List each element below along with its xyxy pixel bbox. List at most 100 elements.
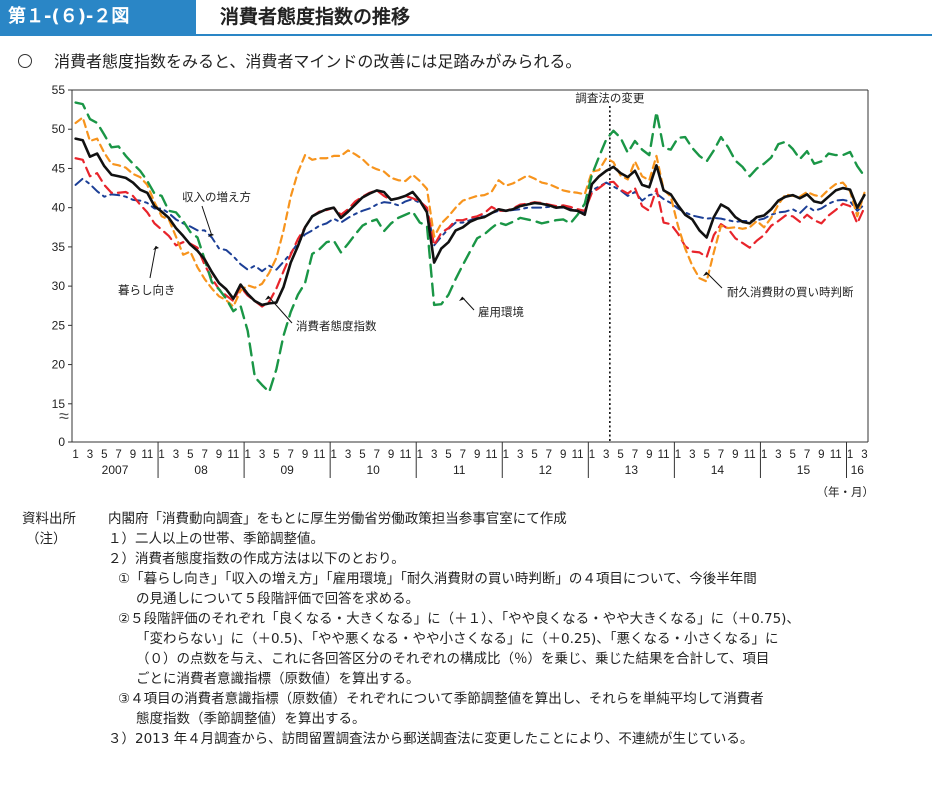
y-tick-label: 50	[52, 122, 66, 136]
note-2: ２）消費者態度指数の作成方法は以下のとおり。	[108, 551, 405, 567]
month-tick-label: 9	[818, 449, 824, 461]
year-label: 15	[797, 463, 811, 477]
month-tick-label: 5	[617, 449, 623, 461]
month-tick-label: 1	[158, 449, 164, 461]
figure-title: 消費者態度指数の推移	[220, 6, 411, 28]
month-tick-label: 5	[187, 449, 193, 461]
y-tick-label: 25	[52, 318, 66, 332]
y-tick-label: 45	[52, 161, 66, 175]
month-tick-label: 9	[560, 449, 566, 461]
year-label: 12	[539, 463, 553, 477]
month-tick-label: 9	[130, 449, 136, 461]
annotation-composite: 消費者態度指数	[296, 319, 377, 333]
month-tick-label: 11	[399, 449, 411, 461]
month-tick-label: 1	[72, 449, 78, 461]
month-tick-label: 9	[732, 449, 738, 461]
month-tick-label: 5	[273, 449, 279, 461]
month-tick-label: 1	[675, 449, 681, 461]
month-tick-label: 1	[761, 449, 767, 461]
series-line-living	[74, 157, 866, 308]
year-label: 09	[280, 463, 294, 477]
note-label: （注）	[26, 531, 67, 547]
month-tick-label: 1	[417, 449, 423, 461]
y-tick-label: 0	[58, 435, 65, 449]
month-tick-label: 5	[359, 449, 365, 461]
month-tick-label: 11	[658, 449, 670, 461]
month-tick-label: 7	[201, 449, 207, 461]
y-tick-label: 40	[52, 201, 66, 215]
month-tick-label: 1	[244, 449, 250, 461]
month-tick-label: 3	[861, 449, 867, 461]
source-text: 内閣府「消費動向調査」をもとに厚生労働省労働政策担当参事官室にて作成	[108, 511, 567, 527]
survey-change-label: 調査法の変更	[575, 91, 644, 105]
note-2-2c: （０）の点数を与え、これに各回答区分のそれぞれの構成比（％）を乗じ、乗じた結果を…	[136, 651, 770, 667]
month-tick-label: 5	[101, 449, 107, 461]
month-tick-label: 9	[302, 449, 308, 461]
year-label: 16	[851, 463, 865, 477]
month-tick-label: 3	[259, 449, 265, 461]
month-tick-label: 11	[141, 449, 153, 461]
annotation-employment-arrowhead	[459, 297, 465, 301]
month-tick-label: 3	[87, 449, 93, 461]
note-2-2b: 「変わらない」に（＋0.5)、「やや悪くなる・やや小さくなる」に（＋0.25)、…	[136, 631, 779, 647]
source-label: 資料出所	[22, 511, 76, 527]
circle-bullet-icon	[18, 54, 32, 68]
annotation-income-arrowhead	[208, 233, 214, 237]
year-label: 2007	[102, 463, 129, 477]
month-tick-label: 7	[718, 449, 724, 461]
figure-header: 第１-(６)-２図 消費者態度指数の推移	[0, 0, 932, 36]
month-tick-label: 9	[388, 449, 394, 461]
month-tick-label: 5	[531, 449, 537, 461]
note-2-2d: ごとに消費者意識指標（原数値）を算出する。	[136, 671, 420, 687]
series-line-income	[74, 177, 866, 273]
annotation-living-arrowhead	[153, 246, 159, 250]
y-tick-label: 30	[52, 279, 66, 293]
month-tick-label: 11	[227, 449, 239, 461]
x-unit-label: （年・月）	[817, 485, 875, 499]
figure-number: 第１-(６)-２図	[0, 0, 196, 34]
note-2-1a: ①「暮らし向き」「収入の増え方」「雇用環境」「耐久消費財の買い時判断」の４項目に…	[118, 571, 757, 587]
summary-line: 消費者態度指数をみると、消費者マインドの改善には足踏みがみられる。	[18, 48, 581, 72]
note-2-2a: ②５段階評価のそれぞれ「良くなる・大きくなる」に（＋１）、「やや良くなる・やや大…	[118, 611, 800, 627]
annotation-income-leader	[201, 205, 212, 234]
month-tick-label: 7	[632, 449, 638, 461]
year-label: 14	[711, 463, 725, 477]
series-line-composite	[74, 137, 866, 307]
month-tick-label: 9	[216, 449, 222, 461]
series-line-durables	[74, 116, 866, 308]
month-tick-label: 7	[804, 449, 810, 461]
annotation-composite-leader	[267, 295, 293, 324]
month-tick-label: 7	[460, 449, 466, 461]
annotation-income: 収入の増え方	[182, 190, 251, 204]
month-tick-label: 11	[744, 449, 756, 461]
y-tick-label: 15	[52, 397, 66, 411]
series-line-employment	[74, 101, 866, 394]
note-2-1b: の見通しについて５段階評価で回答を求める。	[136, 591, 420, 607]
month-tick-label: 7	[288, 449, 294, 461]
month-tick-label: 11	[313, 449, 325, 461]
axis-break-symbol: ≈	[59, 406, 69, 426]
month-tick-label: 5	[703, 449, 709, 461]
note-2-3b: 態度指数（季節調整値）を算出する。	[136, 711, 366, 727]
month-tick-label: 1	[503, 449, 509, 461]
annotation-employment: 雇用環境	[478, 305, 524, 319]
year-label: 13	[625, 463, 639, 477]
month-tick-label: 3	[431, 449, 437, 461]
month-tick-label: 11	[572, 449, 584, 461]
month-tick-label: 7	[374, 449, 380, 461]
month-tick-label: 7	[115, 449, 121, 461]
y-tick-label: 55	[52, 83, 66, 97]
month-tick-label: 3	[345, 449, 351, 461]
year-label: 08	[194, 463, 208, 477]
y-tick-label: 35	[52, 240, 66, 254]
month-tick-label: 11	[830, 449, 842, 461]
month-tick-label: 11	[486, 449, 498, 461]
month-tick-label: 7	[546, 449, 552, 461]
month-tick-label: 5	[789, 449, 795, 461]
annotation-durables-arrowhead	[703, 272, 709, 276]
month-tick-label: 1	[847, 449, 853, 461]
annotation-durables-leader	[705, 271, 723, 289]
header-rule	[0, 34, 932, 36]
month-tick-label: 3	[517, 449, 523, 461]
